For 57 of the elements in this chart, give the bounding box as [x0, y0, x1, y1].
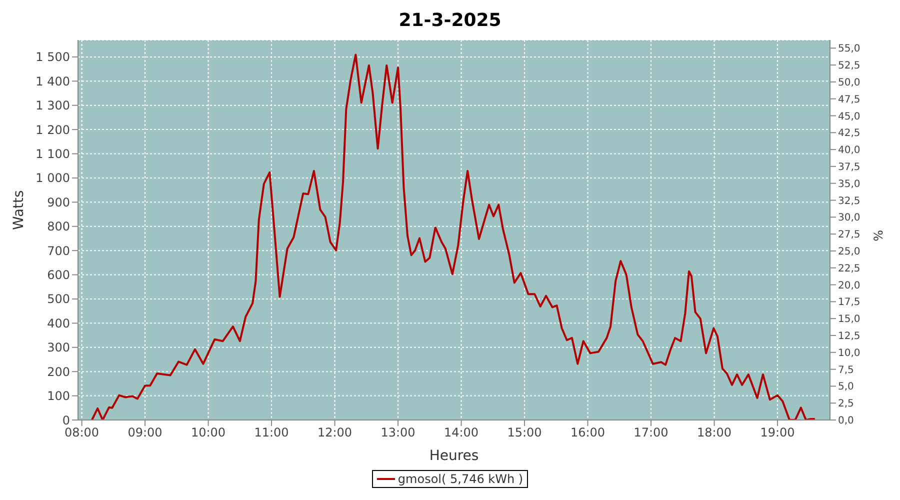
y-axis-title: Watts: [10, 190, 27, 230]
x-tick-label: 19:00: [760, 426, 795, 440]
y-tick-label: 700: [47, 244, 70, 258]
y2-tick-label: 45,0: [838, 111, 860, 122]
y2-tick-label: 2,5: [838, 398, 854, 410]
y-tick-label: 600: [47, 268, 70, 282]
y2-tick-label: 5,0: [838, 382, 854, 393]
x-tick-label: 09:00: [128, 426, 162, 440]
x-axis-title: Heures: [429, 448, 479, 464]
x-tick-label: 17:00: [634, 426, 668, 440]
legend-label: gmosol( 5,746 kWh ): [396, 472, 524, 486]
y2-tick-label: 42,5: [838, 128, 860, 140]
y2-tick-label: 32,5: [838, 196, 860, 207]
y-tick-label: 800: [47, 220, 70, 234]
y2-tick-label: 40,0: [838, 145, 860, 156]
y-tick-label: 1 200: [36, 122, 70, 137]
y2-tick-label: 15,0: [838, 314, 860, 326]
y-tick-label: 400: [47, 316, 70, 330]
x-tick-label: 10:00: [190, 426, 226, 440]
y-tick-label: 1 400: [36, 74, 70, 88]
y2-tick-label: 17,5: [838, 297, 860, 308]
y2-tick-label: 47,5: [838, 94, 860, 106]
y2-tick-label: 12,5: [838, 331, 860, 342]
y-tick-label: 300: [47, 340, 70, 355]
y-tick-label: 500: [47, 292, 70, 306]
x-tick-label: 08:00: [64, 426, 100, 440]
x-tick-label: 12:00: [317, 426, 352, 440]
y2-tick-label: 37,5: [838, 162, 860, 173]
x-tick-label: 18:00: [696, 426, 732, 440]
y2-axis-title: %: [871, 230, 886, 242]
y2-tick-label: 0,0: [838, 416, 854, 427]
y2-tick-label: 25,0: [838, 246, 860, 258]
y2-tick-label: 55,0: [838, 44, 860, 55]
y2-tick-label: 35,0: [838, 178, 860, 190]
y2-tick-label: 7,5: [838, 364, 854, 376]
chart-title: 21-3-2025: [398, 9, 502, 33]
x-tick-label: 11:00: [254, 426, 289, 440]
y2-tick-label: 30,0: [838, 212, 860, 224]
y2-tick-label: 27,5: [838, 230, 860, 241]
y2-tick-label: 50,0: [838, 77, 860, 88]
x-tick-label: 15:00: [507, 426, 542, 440]
y2-tick-label: 22,5: [838, 263, 860, 274]
y2-tick-label: 52,5: [838, 60, 860, 72]
x-tick-label: 14:00: [444, 426, 479, 440]
y-tick-label: 900: [47, 195, 70, 210]
y2-tick-label: 20,0: [838, 280, 860, 292]
y-tick-label: 1 500: [36, 50, 70, 64]
x-tick-label: 16:00: [570, 426, 606, 440]
line-series: [90, 54, 816, 420]
y-tick-label: 0: [62, 413, 70, 428]
y-tick-label: 100: [47, 389, 70, 404]
y-tick-label: 1 000: [36, 171, 70, 186]
y-tick-label: 1 100: [36, 147, 70, 162]
x-tick-label: 13:00: [380, 426, 416, 440]
y-tick-label: 200: [47, 364, 70, 379]
y-tick-label: 1 300: [36, 98, 70, 113]
y2-tick-label: 10,0: [838, 348, 860, 359]
